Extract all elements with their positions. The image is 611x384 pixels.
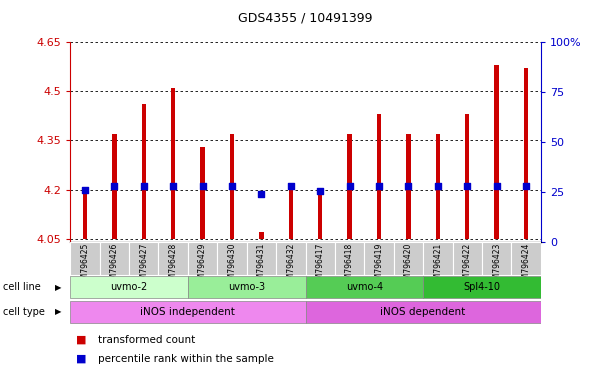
Bar <box>511 242 541 275</box>
Bar <box>171 88 175 238</box>
Text: ■: ■ <box>76 354 87 364</box>
Bar <box>230 134 234 238</box>
Bar <box>482 242 511 275</box>
Point <box>227 183 237 189</box>
Bar <box>276 242 306 275</box>
Bar <box>82 193 87 238</box>
Text: GSM796422: GSM796422 <box>463 243 472 289</box>
Point <box>492 183 502 189</box>
Bar <box>100 242 129 275</box>
Text: GSM796427: GSM796427 <box>139 243 148 289</box>
Point <box>315 187 325 194</box>
Text: uvmo-3: uvmo-3 <box>228 281 265 291</box>
Text: transformed count: transformed count <box>98 335 195 345</box>
Point <box>257 191 266 197</box>
Text: GSM796429: GSM796429 <box>198 243 207 289</box>
Point <box>80 187 90 193</box>
Point <box>198 183 208 189</box>
Text: ■: ■ <box>76 335 87 345</box>
Point <box>345 183 354 189</box>
Text: uvmo-4: uvmo-4 <box>346 281 383 291</box>
Text: GSM796428: GSM796428 <box>169 243 178 289</box>
Bar <box>188 276 306 298</box>
Bar <box>142 104 146 238</box>
Bar <box>306 301 541 323</box>
Bar <box>247 242 276 275</box>
Bar <box>188 242 218 275</box>
Point <box>374 183 384 189</box>
Point <box>109 183 119 189</box>
Bar <box>70 242 100 275</box>
Text: GSM796421: GSM796421 <box>433 243 442 289</box>
Text: cell line: cell line <box>3 282 41 292</box>
Text: GSM796418: GSM796418 <box>345 243 354 289</box>
Bar <box>364 242 393 275</box>
Text: GSM796431: GSM796431 <box>257 243 266 289</box>
Bar <box>259 232 263 238</box>
Bar <box>70 301 306 323</box>
Bar <box>318 193 323 238</box>
Bar <box>524 68 529 238</box>
Bar <box>335 242 364 275</box>
Bar <box>306 276 423 298</box>
Bar <box>406 134 411 238</box>
Bar <box>423 242 453 275</box>
Text: GSM796425: GSM796425 <box>81 243 89 289</box>
Bar <box>423 276 541 298</box>
Bar <box>288 186 293 238</box>
Text: GSM796420: GSM796420 <box>404 243 413 289</box>
Text: GSM796426: GSM796426 <box>110 243 119 289</box>
Bar <box>436 134 440 238</box>
Text: ▶: ▶ <box>55 283 62 291</box>
Bar <box>306 242 335 275</box>
Text: GSM796419: GSM796419 <box>375 243 384 289</box>
Bar <box>218 242 247 275</box>
Bar <box>70 276 188 298</box>
Text: percentile rank within the sample: percentile rank within the sample <box>98 354 274 364</box>
Bar <box>348 134 352 238</box>
Bar <box>200 147 205 238</box>
Text: ▶: ▶ <box>55 308 62 316</box>
Point <box>463 183 472 189</box>
Text: GSM796423: GSM796423 <box>492 243 501 289</box>
Point <box>286 183 296 189</box>
Text: Spl4-10: Spl4-10 <box>463 281 500 291</box>
Point <box>403 183 413 189</box>
Bar <box>393 242 423 275</box>
Text: iNOS independent: iNOS independent <box>141 306 235 316</box>
Text: GSM796430: GSM796430 <box>227 243 236 290</box>
Text: uvmo-2: uvmo-2 <box>111 281 148 291</box>
Point <box>139 183 148 189</box>
Bar <box>112 134 117 238</box>
Bar <box>158 242 188 275</box>
Text: GSM796417: GSM796417 <box>316 243 324 289</box>
Text: iNOS dependent: iNOS dependent <box>381 306 466 316</box>
Text: GSM796424: GSM796424 <box>522 243 530 289</box>
Point <box>521 183 531 189</box>
Bar <box>494 65 499 238</box>
Bar <box>377 114 381 238</box>
Bar <box>465 114 469 238</box>
Point <box>433 183 443 189</box>
Text: cell type: cell type <box>3 307 45 317</box>
Point <box>168 183 178 189</box>
Bar <box>129 242 158 275</box>
Bar <box>453 242 482 275</box>
Text: GSM796432: GSM796432 <box>287 243 295 289</box>
Text: GDS4355 / 10491399: GDS4355 / 10491399 <box>238 12 373 25</box>
